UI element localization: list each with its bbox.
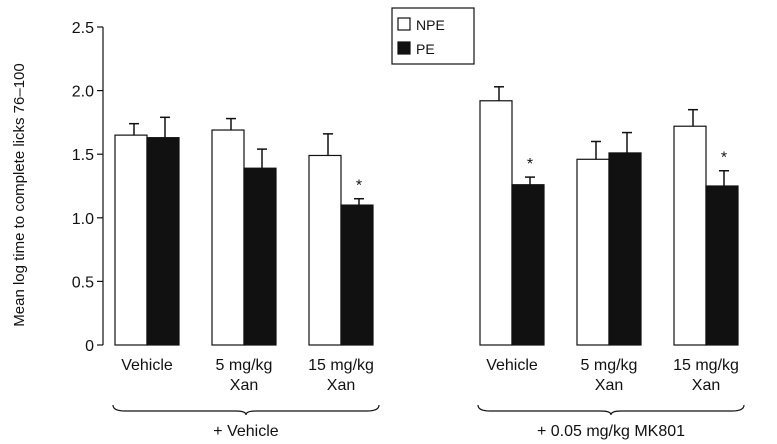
category-label: 15 mg/kg [673,357,739,374]
bar-pe [608,152,642,346]
bar-npe [479,100,513,346]
legend-label-npe: NPE [416,17,445,33]
bar-pe [705,185,739,346]
legend-swatch-npe [397,17,411,31]
bar-pe [146,137,180,346]
category-label: Vehicle [486,357,538,374]
legend-swatch-pe [397,41,411,55]
y-tick-label: 0.5 [72,274,94,291]
category-label: Xan [327,377,355,394]
significance-star: * [721,150,727,167]
bar-npe [114,134,148,346]
y-tick-label: 0 [85,338,94,355]
bar-npe [673,125,707,346]
bar-pe [511,184,545,346]
bar-pe [340,204,374,346]
group-brace [477,404,745,416]
legend-box [391,7,475,65]
significance-star: * [356,178,362,195]
category-label: Xan [230,377,258,394]
group-brace [112,404,380,416]
category-label: Xan [595,377,623,394]
y-axis-title: Mean log time to complete licks 76–100 [11,63,28,326]
y-axis: 0 0.5 1.0 1.5 2.0 2.5 [72,20,104,355]
category-label: Vehicle [121,357,173,374]
bar-npe [211,129,245,346]
group-label: + Vehicle [213,423,278,440]
category-label: 15 mg/kg [308,357,374,374]
group-braces: + Vehicle + 0.05 mg/kg MK801 [112,404,745,440]
group-label: + 0.05 mg/kg MK801 [537,423,685,440]
y-tick-label: 2.0 [72,84,94,101]
y-tick-label: 2.5 [72,20,94,37]
y-tick-label: 1.5 [72,147,94,164]
bar-npe [308,154,342,346]
category-label: Xan [692,377,720,394]
category-label: 5 mg/kg [581,357,638,374]
category-labels: Vehicle 5 mg/kg Xan 15 mg/kg Xan Vehicle 5 mg/… [121,357,739,394]
category-label: 5 mg/kg [216,357,273,374]
y-tick-label: 1.0 [72,211,94,228]
bars-layer: * * * [114,86,739,346]
legend: NPE PE [391,7,475,65]
bar-pe [243,167,277,346]
significance-star: * [527,156,533,173]
bar-npe [576,158,610,346]
legend-label-pe: PE [416,41,435,57]
